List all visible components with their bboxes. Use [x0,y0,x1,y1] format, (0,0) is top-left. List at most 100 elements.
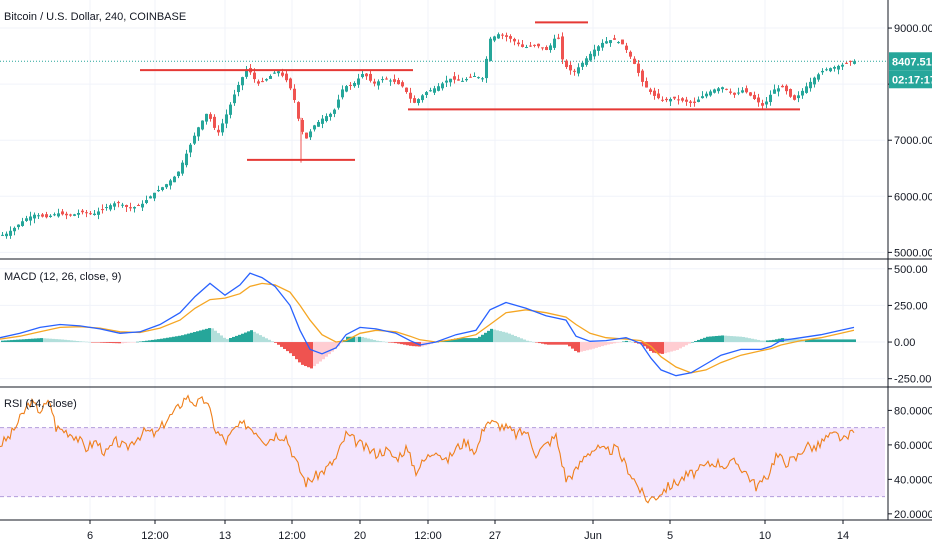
macd-histogram-bar [850,339,853,343]
candle-body [833,67,836,69]
macd-histogram-bar [382,341,385,343]
macd-histogram-bar [10,340,13,343]
macd-histogram-bar [808,339,811,343]
macd-histogram-bar [319,342,322,362]
rsi-pane [0,394,855,504]
macd-histogram-bar [187,333,190,343]
candle-body [573,70,576,72]
macd-histogram-bar [181,335,184,343]
macd-histogram-bar [772,339,775,343]
macd-histogram-bar [817,339,820,343]
macd-histogram-bar [31,338,34,343]
macd-histogram-bar [556,342,559,345]
macd-histogram-bar [505,332,508,343]
macd-histogram-bar [160,338,163,343]
macd-histogram-bar [658,342,661,354]
macd-histogram-bar [703,337,706,343]
macd-histogram-bar [7,340,10,343]
candle-body [425,92,428,95]
macd-histogram-bar [457,338,460,343]
candle-body [849,60,852,62]
macd-histogram-bar [361,337,364,343]
candle-body [77,212,80,215]
macd-histogram-bar [388,342,391,343]
candle-body [505,35,508,37]
candle-body [9,230,12,236]
candle-body [493,36,496,41]
macd-histogram-bar [487,330,490,343]
candle-body [541,47,544,49]
macd-histogram-bar [373,339,376,343]
candle-body [129,207,132,209]
candle-body [321,118,324,124]
price-pane [0,32,888,239]
candle-body [729,91,732,93]
rsi-title: RSI (14, close) [4,398,77,410]
macd-histogram-bar [559,342,562,345]
candle-body [569,64,572,71]
macd-histogram-bar [229,338,232,343]
candle-body [49,215,52,218]
candle-body [309,131,312,138]
macd-histogram-bar [37,338,40,343]
time-axis[interactable]: 6 12:00 13 12:00 20 12:00 27 Jun 5 10 14 [87,520,849,542]
macd-histogram-bar [316,342,319,364]
macd-histogram-bar [451,339,454,343]
macd-histogram-bar [790,338,793,343]
candle-body [637,63,640,73]
macd-histogram-bar [589,342,592,350]
macd-histogram-bar [19,339,22,343]
macd-histogram-bar [529,341,532,343]
candle-body [137,205,140,207]
candle-body [613,38,616,40]
candle-body [385,78,388,80]
macd-histogram-bar [607,342,610,345]
candle-body [301,119,304,132]
candle-body [821,70,824,73]
macd-histogram-bar [748,338,751,343]
time-tick-label: 12:00 [141,530,169,542]
candle-body [341,89,344,98]
macd-histogram-bar [754,339,757,343]
candle-body [741,90,744,93]
candle-body [481,78,484,80]
macd-histogram-bar [511,334,514,343]
macd-histogram-bar [397,342,400,344]
macd-histogram-bar [550,342,553,345]
macd-histogram-bar [103,342,106,343]
candle-body [549,45,552,51]
candle-body [757,97,760,103]
macd-histogram-bar [118,342,121,344]
macd-histogram-bar [778,338,781,343]
macd-histogram-bar [241,333,244,343]
macd-histogram-bar [763,340,766,343]
candle-body [273,72,276,74]
macd-histogram-bar [475,338,478,343]
macd-histogram-bar [724,335,727,343]
candle-body [173,176,176,183]
macd-histogram-bar [805,339,808,343]
macd-histogram-bar [214,330,217,343]
time-tick-label: 10 [759,530,771,542]
macd-histogram-bar [82,341,85,343]
rsi-line [0,394,855,504]
macd-histogram-bar [544,342,547,345]
candle-body [529,45,532,47]
candle-body [205,113,208,122]
candle-body [133,207,136,209]
macd-histogram-bar [34,338,37,343]
candle-body [461,80,464,82]
candle-body [785,85,788,92]
candle-body [285,73,288,81]
candle-body [89,213,92,215]
macd-histogram-bar [598,342,601,347]
macd-histogram-bar [826,339,829,343]
candle-body [61,211,64,215]
candle-body [765,101,768,105]
candle-body [65,213,68,216]
macd-histogram-bar [352,336,355,343]
macd-histogram-bar [52,338,55,343]
candle-body [433,88,436,93]
macd-histogram-bar [586,342,589,351]
candle-body [517,42,520,45]
